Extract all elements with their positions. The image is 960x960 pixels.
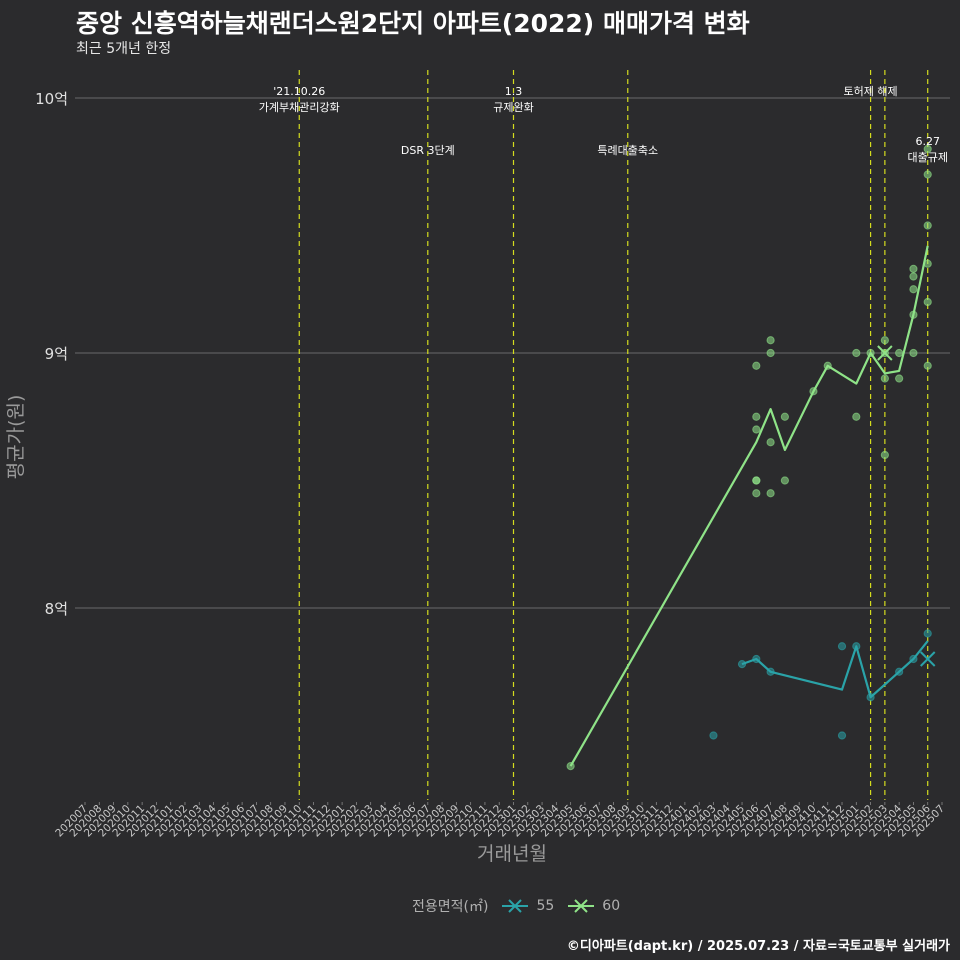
data-point bbox=[780, 412, 789, 421]
event-label: 가계부채관리강화 bbox=[259, 101, 340, 114]
data-point bbox=[895, 374, 904, 383]
data-point bbox=[766, 336, 775, 345]
data-point bbox=[923, 297, 932, 307]
data-point bbox=[909, 348, 918, 358]
data-point bbox=[923, 221, 932, 230]
data-point bbox=[780, 476, 789, 485]
data-point bbox=[909, 272, 918, 281]
legend-item-55: 55 bbox=[500, 897, 554, 915]
event-label: DSR 3단계 bbox=[401, 144, 455, 157]
data-point bbox=[752, 361, 761, 370]
legend-label-55: 55 bbox=[536, 898, 555, 914]
x-axis-title: 거래년월 bbox=[477, 843, 547, 865]
legend-item-60: 60 bbox=[566, 897, 620, 915]
grid-lines bbox=[75, 97, 950, 609]
data-point bbox=[852, 348, 861, 358]
data-point bbox=[766, 438, 775, 447]
event-label: 1.3 bbox=[505, 85, 523, 98]
series-line-55 bbox=[741, 640, 929, 699]
series-line-60 bbox=[569, 245, 929, 767]
y-tick-label: 8억 bbox=[45, 600, 68, 618]
event-label: 6.27 bbox=[915, 135, 940, 148]
y-tick-labels: 8억 9억 10억 bbox=[35, 90, 68, 618]
data-point bbox=[752, 489, 761, 498]
data-point bbox=[837, 642, 847, 651]
data-point bbox=[766, 348, 775, 358]
page-subtitle: 최근 5개년 한정 bbox=[76, 41, 172, 57]
data-point bbox=[923, 144, 932, 154]
data-point bbox=[837, 731, 847, 740]
data-point bbox=[852, 412, 861, 421]
x-marker-55 bbox=[920, 651, 936, 667]
data-point bbox=[752, 412, 761, 421]
event-label: '21.10.26 bbox=[273, 85, 325, 98]
y-tick-label: 9억 bbox=[45, 345, 68, 363]
data-point bbox=[766, 489, 775, 498]
data-point bbox=[880, 450, 889, 460]
legend: 전용면적(㎡) 55 60 bbox=[412, 896, 620, 916]
series-60 bbox=[566, 144, 932, 771]
data-point bbox=[880, 336, 889, 345]
data-point bbox=[752, 425, 761, 434]
x-marker-60 bbox=[877, 345, 893, 361]
data-point bbox=[895, 348, 904, 358]
data-point bbox=[923, 361, 932, 370]
event-label: 대출규제 bbox=[907, 151, 947, 164]
data-point bbox=[880, 374, 889, 383]
legend-key-60 bbox=[568, 899, 595, 913]
data-point bbox=[909, 285, 918, 294]
series-layer bbox=[566, 144, 936, 771]
event-label: 특례대출축소 bbox=[597, 144, 658, 157]
y-axis-title: 평균가(원) bbox=[5, 395, 27, 480]
data-point bbox=[709, 731, 718, 740]
series-55 bbox=[709, 629, 936, 740]
event-label: 규제완화 bbox=[493, 101, 533, 114]
legend-title: 전용면적(㎡) bbox=[412, 899, 489, 915]
event-label: 토허제 해제 bbox=[844, 84, 898, 98]
x-tick-labels: 2020072020082020092020102020112020122021… bbox=[53, 802, 947, 839]
data-point bbox=[923, 170, 932, 179]
footer-credit: ©디아파트(dapt.kr) / 2025.07.23 / 자료=국토교통부 실… bbox=[566, 939, 950, 954]
y-tick-label: 10억 bbox=[35, 90, 68, 108]
page-title: 중앙 신흥역하늘채랜더스원2단지 아파트(2022) 매매가격 변화 bbox=[76, 9, 750, 38]
legend-label-60: 60 bbox=[602, 898, 621, 914]
data-point bbox=[923, 629, 932, 638]
legend-key-55 bbox=[502, 899, 529, 913]
data-point bbox=[909, 264, 918, 273]
data-point bbox=[752, 476, 761, 485]
